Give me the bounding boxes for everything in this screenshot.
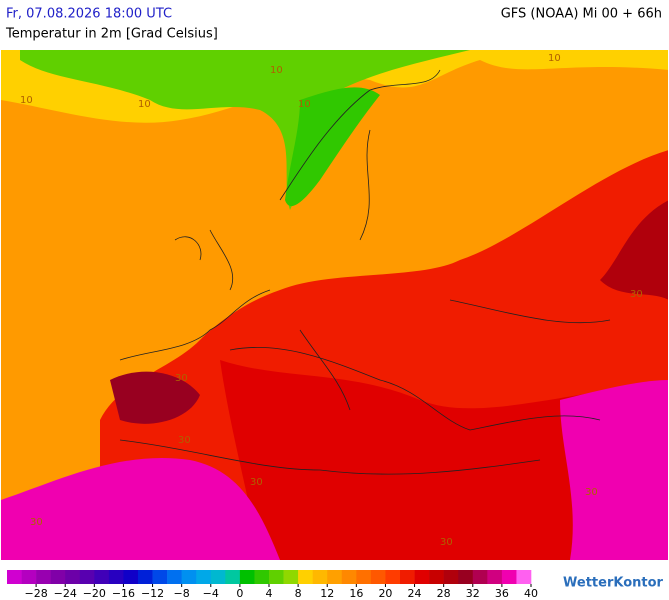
legend-tick-label: −24 [54,587,77,600]
iberia [110,371,200,424]
legend-swatch [443,570,459,584]
legend-swatch [138,570,153,584]
legend-tick-label: 24 [408,587,422,600]
contour-label: 30 [630,289,643,300]
legend-tick-label: 12 [320,587,334,600]
map: 10 10 10 10 10 30 30 30 30 30 30 30 [1,50,668,560]
legend-tick-label: 16 [349,587,363,600]
legend-tick-label: 36 [495,587,509,600]
legend-swatch [487,570,503,584]
region-mild [20,50,470,210]
legend-tick-label: −20 [83,587,106,600]
legend-tick-label: −16 [112,587,135,600]
contour-label: 30 [250,477,263,488]
legend-tick-label: −8 [174,587,190,600]
legend-swatch [385,570,401,584]
contour-label: 30 [30,517,43,528]
legend-swatch [283,570,299,584]
legend-swatch [327,570,343,584]
legend-swatch [21,570,37,584]
legend-swatch [312,570,328,584]
model-run: GFS (NOAA) Mi 00 + 66h [501,7,662,22]
contour-label: 10 [20,95,33,106]
legend-swatch [472,570,488,584]
legend-swatch [239,570,255,584]
brand: WetterKontor [563,576,664,591]
legend-swatch [269,570,284,584]
arabia [560,380,668,560]
contour-label: 30 [178,435,191,446]
legend-tick-label: −28 [25,587,48,600]
legend-swatch [7,570,22,584]
legend-swatch [516,570,532,584]
legend-swatch [196,570,212,584]
map-title: Temperatur in 2m [Grad Celsius] [5,27,218,42]
legend-swatch [94,570,110,584]
contour-label: 30 [440,537,453,548]
legend-tick-label: 40 [524,587,538,600]
legend-tick-label: 4 [266,587,273,600]
legend-tick-label: 28 [437,587,451,600]
legend-swatch [36,570,51,584]
legend-swatch [167,570,182,584]
contour-label: 10 [270,65,283,76]
coastlines [119,69,611,475]
legend-swatch [123,570,139,584]
legend-swatch [429,570,444,584]
legend-swatch [79,570,95,584]
legend-tick-label: 20 [378,587,392,600]
legend-swatch [65,570,81,584]
legend-swatch [108,570,124,584]
legend-swatch [225,570,241,584]
legend-swatch [458,570,474,584]
legend-swatch [210,570,226,584]
legend-swatch [400,570,415,584]
contour-label: 10 [138,99,151,110]
legend-tick-label: −4 [203,587,219,600]
legend-tick-label: 32 [466,587,480,600]
region-east [600,200,668,300]
legend-swatch [414,570,430,584]
legend-swatch [370,570,386,584]
legend-swatch [50,570,66,584]
legend-swatch [181,570,197,584]
scandinavia [285,87,380,207]
contour-label: 30 [175,373,188,384]
legend-swatch [254,570,270,584]
legend-tick-label: 0 [236,587,243,600]
legend-tick-label: 8 [295,587,302,600]
sahara [1,458,280,560]
legend-tick-label: −12 [141,587,164,600]
legend-swatch [356,570,372,584]
legend: −28 −24 −20 −16 −12 −8 −4 0 4 8 12 16 20 24 28 32 36 40 [7,570,538,600]
legend-swatch [501,570,517,584]
contour-label: 30 [585,487,598,498]
legend-swatch [341,570,357,584]
contour-label: 10 [548,53,561,64]
legend-swatch [152,570,168,584]
datetime: Fr, 07.08.2026 18:00 UTC [6,7,172,22]
region-hotter [220,360,668,560]
contour-label: 10 [298,99,311,110]
legend-swatch [298,570,313,584]
